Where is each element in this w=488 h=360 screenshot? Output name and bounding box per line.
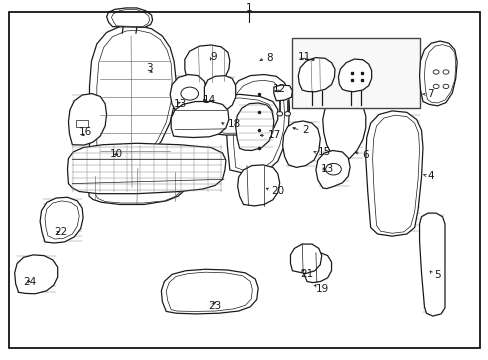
Circle shape [432,84,438,89]
Polygon shape [203,98,272,133]
Polygon shape [232,80,284,171]
Text: 20: 20 [271,186,284,196]
Polygon shape [198,94,277,135]
Text: 3: 3 [145,63,152,73]
Text: 9: 9 [210,52,217,62]
Text: 4: 4 [427,171,434,181]
Polygon shape [166,272,252,311]
Bar [76,120,88,127]
Text: 21: 21 [300,269,313,279]
Polygon shape [106,8,152,27]
Polygon shape [170,75,206,113]
Polygon shape [111,9,149,27]
Polygon shape [322,95,365,162]
Polygon shape [282,121,320,167]
Text: 24: 24 [23,276,37,287]
Polygon shape [97,30,172,194]
Text: 13: 13 [320,164,333,174]
Circle shape [276,112,282,116]
Polygon shape [204,76,235,113]
Polygon shape [67,143,225,194]
Polygon shape [419,41,456,106]
Polygon shape [15,255,58,294]
Polygon shape [424,45,455,103]
Circle shape [442,70,448,74]
Polygon shape [225,75,289,174]
Text: 13: 13 [173,99,186,109]
Text: 7: 7 [426,89,433,99]
Polygon shape [290,244,321,274]
Polygon shape [68,94,106,145]
Polygon shape [45,201,79,239]
Text: 8: 8 [266,53,273,63]
Polygon shape [298,58,334,92]
Text: 15: 15 [317,147,330,157]
Text: 11: 11 [298,52,311,62]
Text: 5: 5 [433,270,440,280]
Polygon shape [161,269,258,314]
Circle shape [325,163,341,175]
Polygon shape [40,197,83,243]
Text: 23: 23 [207,301,221,311]
Polygon shape [184,45,229,84]
Text: 2: 2 [302,125,308,135]
Circle shape [432,70,438,74]
Polygon shape [171,102,228,138]
Text: 19: 19 [315,284,328,294]
Polygon shape [89,164,186,204]
Polygon shape [372,115,419,233]
Circle shape [181,87,198,100]
Text: 6: 6 [361,150,368,160]
Circle shape [442,84,448,89]
Polygon shape [89,25,176,196]
Polygon shape [315,150,349,189]
Polygon shape [273,85,292,101]
Polygon shape [303,253,331,283]
Text: 17: 17 [267,130,281,140]
Bar [292,38,419,108]
Polygon shape [237,165,279,206]
Text: 22: 22 [54,227,67,237]
Text: 12: 12 [272,84,285,94]
Polygon shape [365,111,422,236]
Text: 16: 16 [79,127,92,138]
Circle shape [284,112,290,116]
Polygon shape [419,213,444,316]
Text: 14: 14 [202,95,215,105]
Polygon shape [95,168,183,203]
Text: 18: 18 [227,119,240,129]
Polygon shape [235,103,273,150]
Text: 10: 10 [110,149,123,159]
Text: 1: 1 [245,3,252,13]
Polygon shape [338,59,371,92]
